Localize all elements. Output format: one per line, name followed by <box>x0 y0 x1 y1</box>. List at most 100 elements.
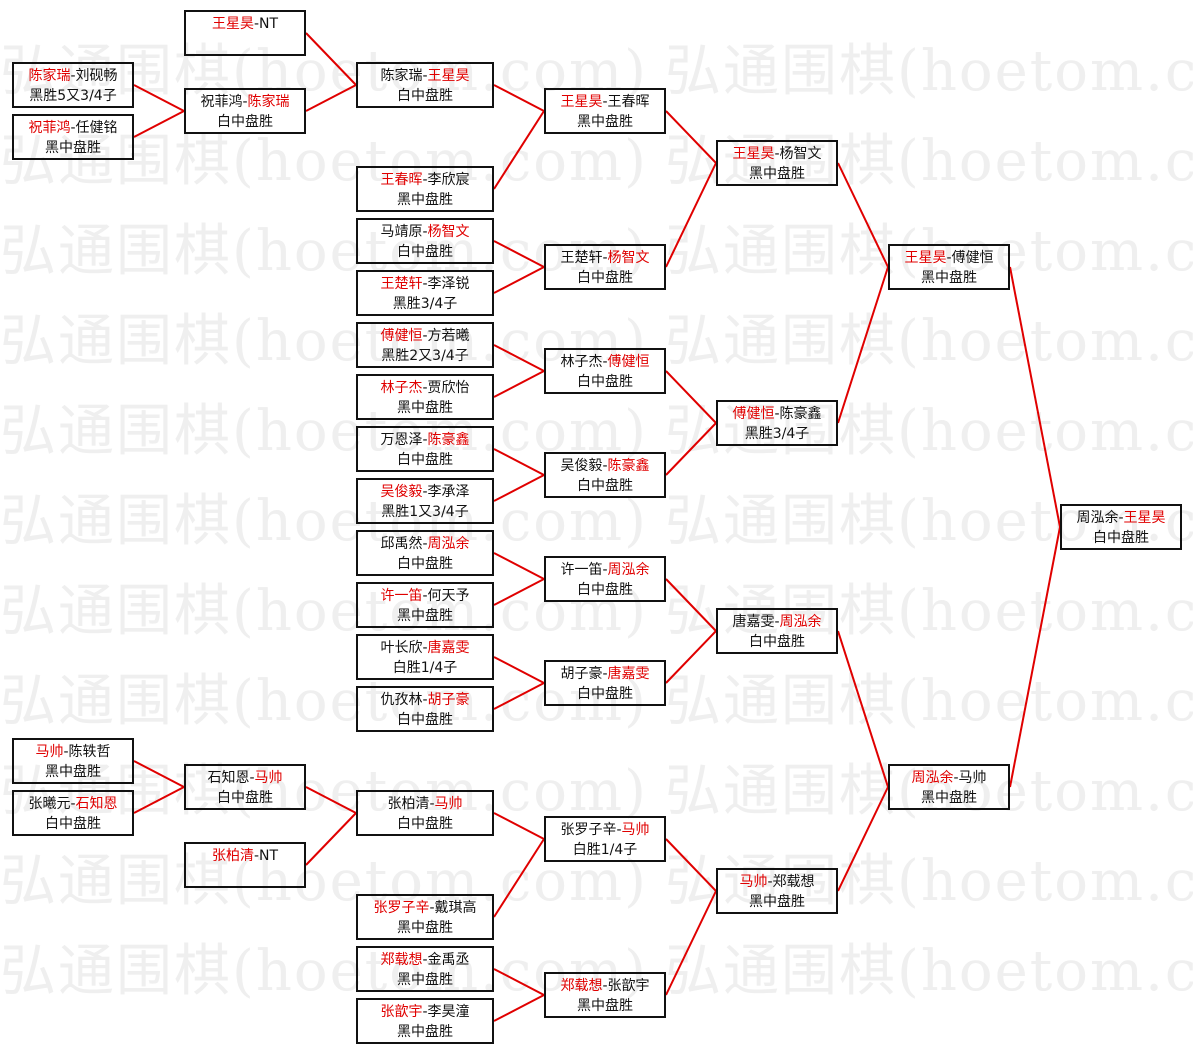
separator: - <box>429 796 435 812</box>
separator: - <box>422 224 428 240</box>
match-result: 白中盘胜 <box>217 790 273 806</box>
player-a: 唐嘉雯 <box>732 614 775 630</box>
player-b: 周泓余 <box>427 536 470 552</box>
match-players: 王星昊-傅健恒 <box>890 248 1008 268</box>
match-result: 黑中盘胜 <box>45 140 101 156</box>
match-result: 黑胜5又3/4子 <box>29 88 117 104</box>
player-a: 马靖原 <box>380 224 423 240</box>
player-b: 傅健恒 <box>951 250 994 266</box>
watermark-text: 弘通围棋(hoetom.com) <box>665 489 1193 554</box>
watermark-text: 弘通围棋(hoetom.com) <box>665 759 1193 824</box>
player-a: 祝菲鸿 <box>200 94 243 110</box>
watermark-text: 弘通围棋(hoetom.com) <box>0 309 648 374</box>
bracket-connector <box>133 110 185 138</box>
bracket-connector <box>665 838 717 892</box>
match-players: 张曦元-石知恩 <box>14 794 132 814</box>
match-box: 王星昊-傅健恒 黑中盘胜 <box>888 244 1010 290</box>
separator: - <box>953 770 959 786</box>
separator: - <box>774 146 780 162</box>
watermark-text: 弘通围棋(hoetom.com) <box>665 309 1193 374</box>
match-box: 王楚轩-李泽锐 黑胜3/4子 <box>356 270 494 316</box>
separator: - <box>422 536 428 552</box>
bracket-connector <box>665 370 717 424</box>
player-a: 吴俊毅 <box>380 484 423 500</box>
player-a: 石知恩 <box>207 770 250 786</box>
bracket-connector <box>665 422 717 476</box>
player-b: 傅健恒 <box>607 354 650 370</box>
match-box: 周泓余-王星昊 白中盘胜 <box>1060 504 1182 550</box>
player-a: 张罗子辛 <box>373 900 430 916</box>
match-box: 林子杰-傅健恒 白中盘胜 <box>544 348 666 394</box>
bracket-connector <box>493 994 545 1022</box>
match-players: 吴俊毅-陈豪鑫 <box>546 456 664 476</box>
player-a: 张曦元 <box>28 796 71 812</box>
match-result: 白中盘胜 <box>397 816 453 832</box>
match-result: 白中盘胜 <box>217 114 273 130</box>
player-b: 刘砚畅 <box>75 68 118 84</box>
player-a: 祝菲鸿 <box>28 120 71 136</box>
match-box: 唐嘉雯-周泓余 白中盘胜 <box>716 608 838 654</box>
match-players: 林子杰-傅健恒 <box>546 352 664 372</box>
bracket-connector <box>493 84 545 112</box>
bracket-connector <box>133 786 185 814</box>
bracket-connector <box>133 84 185 112</box>
match-box: 仇孜林-胡子豪 白中盘胜 <box>356 686 494 732</box>
match-box: 王春晖-李欣宸 黑中盘胜 <box>356 166 494 212</box>
player-b: 金禹丞 <box>427 952 470 968</box>
separator: - <box>422 1004 428 1020</box>
separator: - <box>602 94 608 110</box>
player-a: 王星昊 <box>904 250 947 266</box>
bracket-connector <box>665 890 717 996</box>
player-b: 马帅 <box>958 770 987 786</box>
player-b: 周泓余 <box>607 562 650 578</box>
player-b: 贾欣怡 <box>427 380 470 396</box>
separator: - <box>242 94 248 110</box>
separator: - <box>774 614 780 630</box>
separator: - <box>422 328 428 344</box>
bracket-connector <box>305 32 357 86</box>
match-box: 郑载想-金禹丞 黑中盘胜 <box>356 946 494 992</box>
match-result: 白中盘胜 <box>749 634 805 650</box>
match-players: 张罗子辛-戴琪高 <box>358 898 492 918</box>
player-b: 唐嘉雯 <box>427 640 470 656</box>
player-b: 陈轶哲 <box>68 744 111 760</box>
match-result: 黑胜2又3/4子 <box>381 348 469 364</box>
match-players: 陈家瑞-王星昊 <box>358 66 492 86</box>
separator: - <box>422 276 428 292</box>
match-box: 王星昊-杨智文 黑中盘胜 <box>716 140 838 186</box>
player-b: 王星昊 <box>427 68 470 84</box>
match-result: 黑中盘胜 <box>749 894 805 910</box>
match-players: 万恩泽-陈豪鑫 <box>358 430 492 450</box>
player-a: 仇孜林 <box>380 692 423 708</box>
player-a: 王星昊 <box>732 146 775 162</box>
separator: - <box>602 250 608 266</box>
match-result: 黑中盘胜 <box>397 400 453 416</box>
match-players: 许一笛-何天予 <box>358 586 492 606</box>
separator: - <box>253 16 260 32</box>
watermark-text: 弘通围棋(hoetom.com) <box>665 669 1193 734</box>
match-players: 仇孜林-胡子豪 <box>358 690 492 710</box>
match-players: 陈家瑞-刘砚畅 <box>14 66 132 86</box>
separator: - <box>602 354 608 370</box>
match-result: 白中盘胜 <box>577 686 633 702</box>
match-result: 白胜1/4子 <box>572 842 638 858</box>
match-players: 吴俊毅-李承泽 <box>358 482 492 502</box>
match-box: 王楚轩-杨智文 白中盘胜 <box>544 244 666 290</box>
match-box: 邱禹然-周泓余 白中盘胜 <box>356 530 494 576</box>
match-players: 王星昊-杨智文 <box>718 144 836 164</box>
separator: - <box>602 666 608 682</box>
match-box: 张罗子辛-马帅 白胜1/4子 <box>544 816 666 862</box>
bracket-connector <box>665 630 717 684</box>
match-result: 黑中盘胜 <box>397 192 453 208</box>
player-b: 唐嘉雯 <box>607 666 650 682</box>
bracket-connector <box>493 344 545 372</box>
bracket-connector <box>665 162 717 268</box>
match-result: 白中盘胜 <box>397 244 453 260</box>
bracket-connector <box>1009 266 1061 528</box>
match-box: 祝菲鸿-陈家瑞 白中盘胜 <box>184 88 306 134</box>
bracket-connector <box>493 474 545 502</box>
player-b: 陈豪鑫 <box>427 432 470 448</box>
match-box: 王星昊-NT <box>184 10 306 56</box>
match-box: 石知恩-马帅 白中盘胜 <box>184 764 306 810</box>
